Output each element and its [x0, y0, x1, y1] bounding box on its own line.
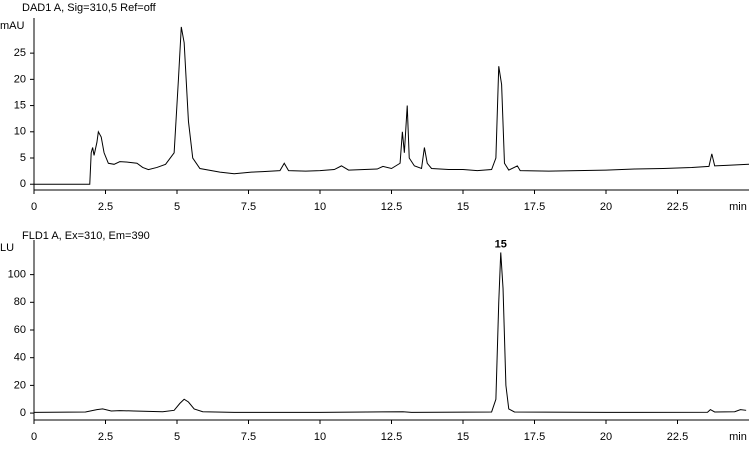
x-tick-label: 20: [600, 201, 612, 213]
chart-title: FLD1 A, Ex=310, Em=390: [22, 230, 150, 242]
x-tick-label: 20: [600, 431, 612, 443]
y-tick-label: 10: [14, 126, 26, 138]
trace: [34, 26, 750, 185]
trace: [33, 252, 747, 413]
x-tick-label: 12.5: [381, 431, 402, 443]
peak-label: 15: [495, 238, 507, 250]
x-tick-label: 5: [174, 201, 180, 213]
y-tick-label: 5: [20, 152, 26, 164]
x-tick-label: 7.5: [241, 431, 256, 443]
y-tick-label: 20: [14, 379, 26, 391]
y-axis-label: mAU: [0, 20, 25, 32]
x-tick-label: 0: [31, 431, 37, 443]
x-tick-label: 17.5: [524, 431, 545, 443]
x-tick-label: 22.5: [667, 201, 688, 213]
y-tick-label: 80: [14, 296, 26, 308]
y-axis-label: LU: [0, 242, 14, 254]
x-tick-label: 5: [174, 431, 180, 443]
x-tick-label: 7.5: [241, 201, 256, 213]
x-tick-label: 22.5: [667, 431, 688, 443]
x-tick-label: 12.5: [381, 201, 402, 213]
x-tick-label: 2.5: [98, 431, 113, 443]
x-axis-label: min: [729, 201, 747, 213]
x-tick-label: 15: [457, 201, 469, 213]
x-tick-label: 15: [457, 431, 469, 443]
y-tick-label: 0: [20, 178, 26, 190]
x-tick-label: 17.5: [524, 201, 545, 213]
y-tick-label: 0: [20, 407, 26, 419]
y-tick-label: 100: [8, 269, 26, 281]
x-tick-label: 10: [314, 201, 326, 213]
y-tick-label: 25: [14, 47, 26, 59]
y-tick-label: 60: [14, 324, 26, 336]
x-tick-label: 0: [31, 201, 37, 213]
x-axis-label: min: [729, 431, 747, 443]
y-tick-label: 15: [14, 99, 26, 111]
chart-title: DAD1 A, Sig=310,5 Ref=off: [22, 2, 157, 14]
y-tick-label: 40: [14, 352, 26, 364]
x-tick-label: 10: [314, 431, 326, 443]
x-tick-label: 2.5: [98, 201, 113, 213]
y-tick-label: 20: [14, 73, 26, 85]
